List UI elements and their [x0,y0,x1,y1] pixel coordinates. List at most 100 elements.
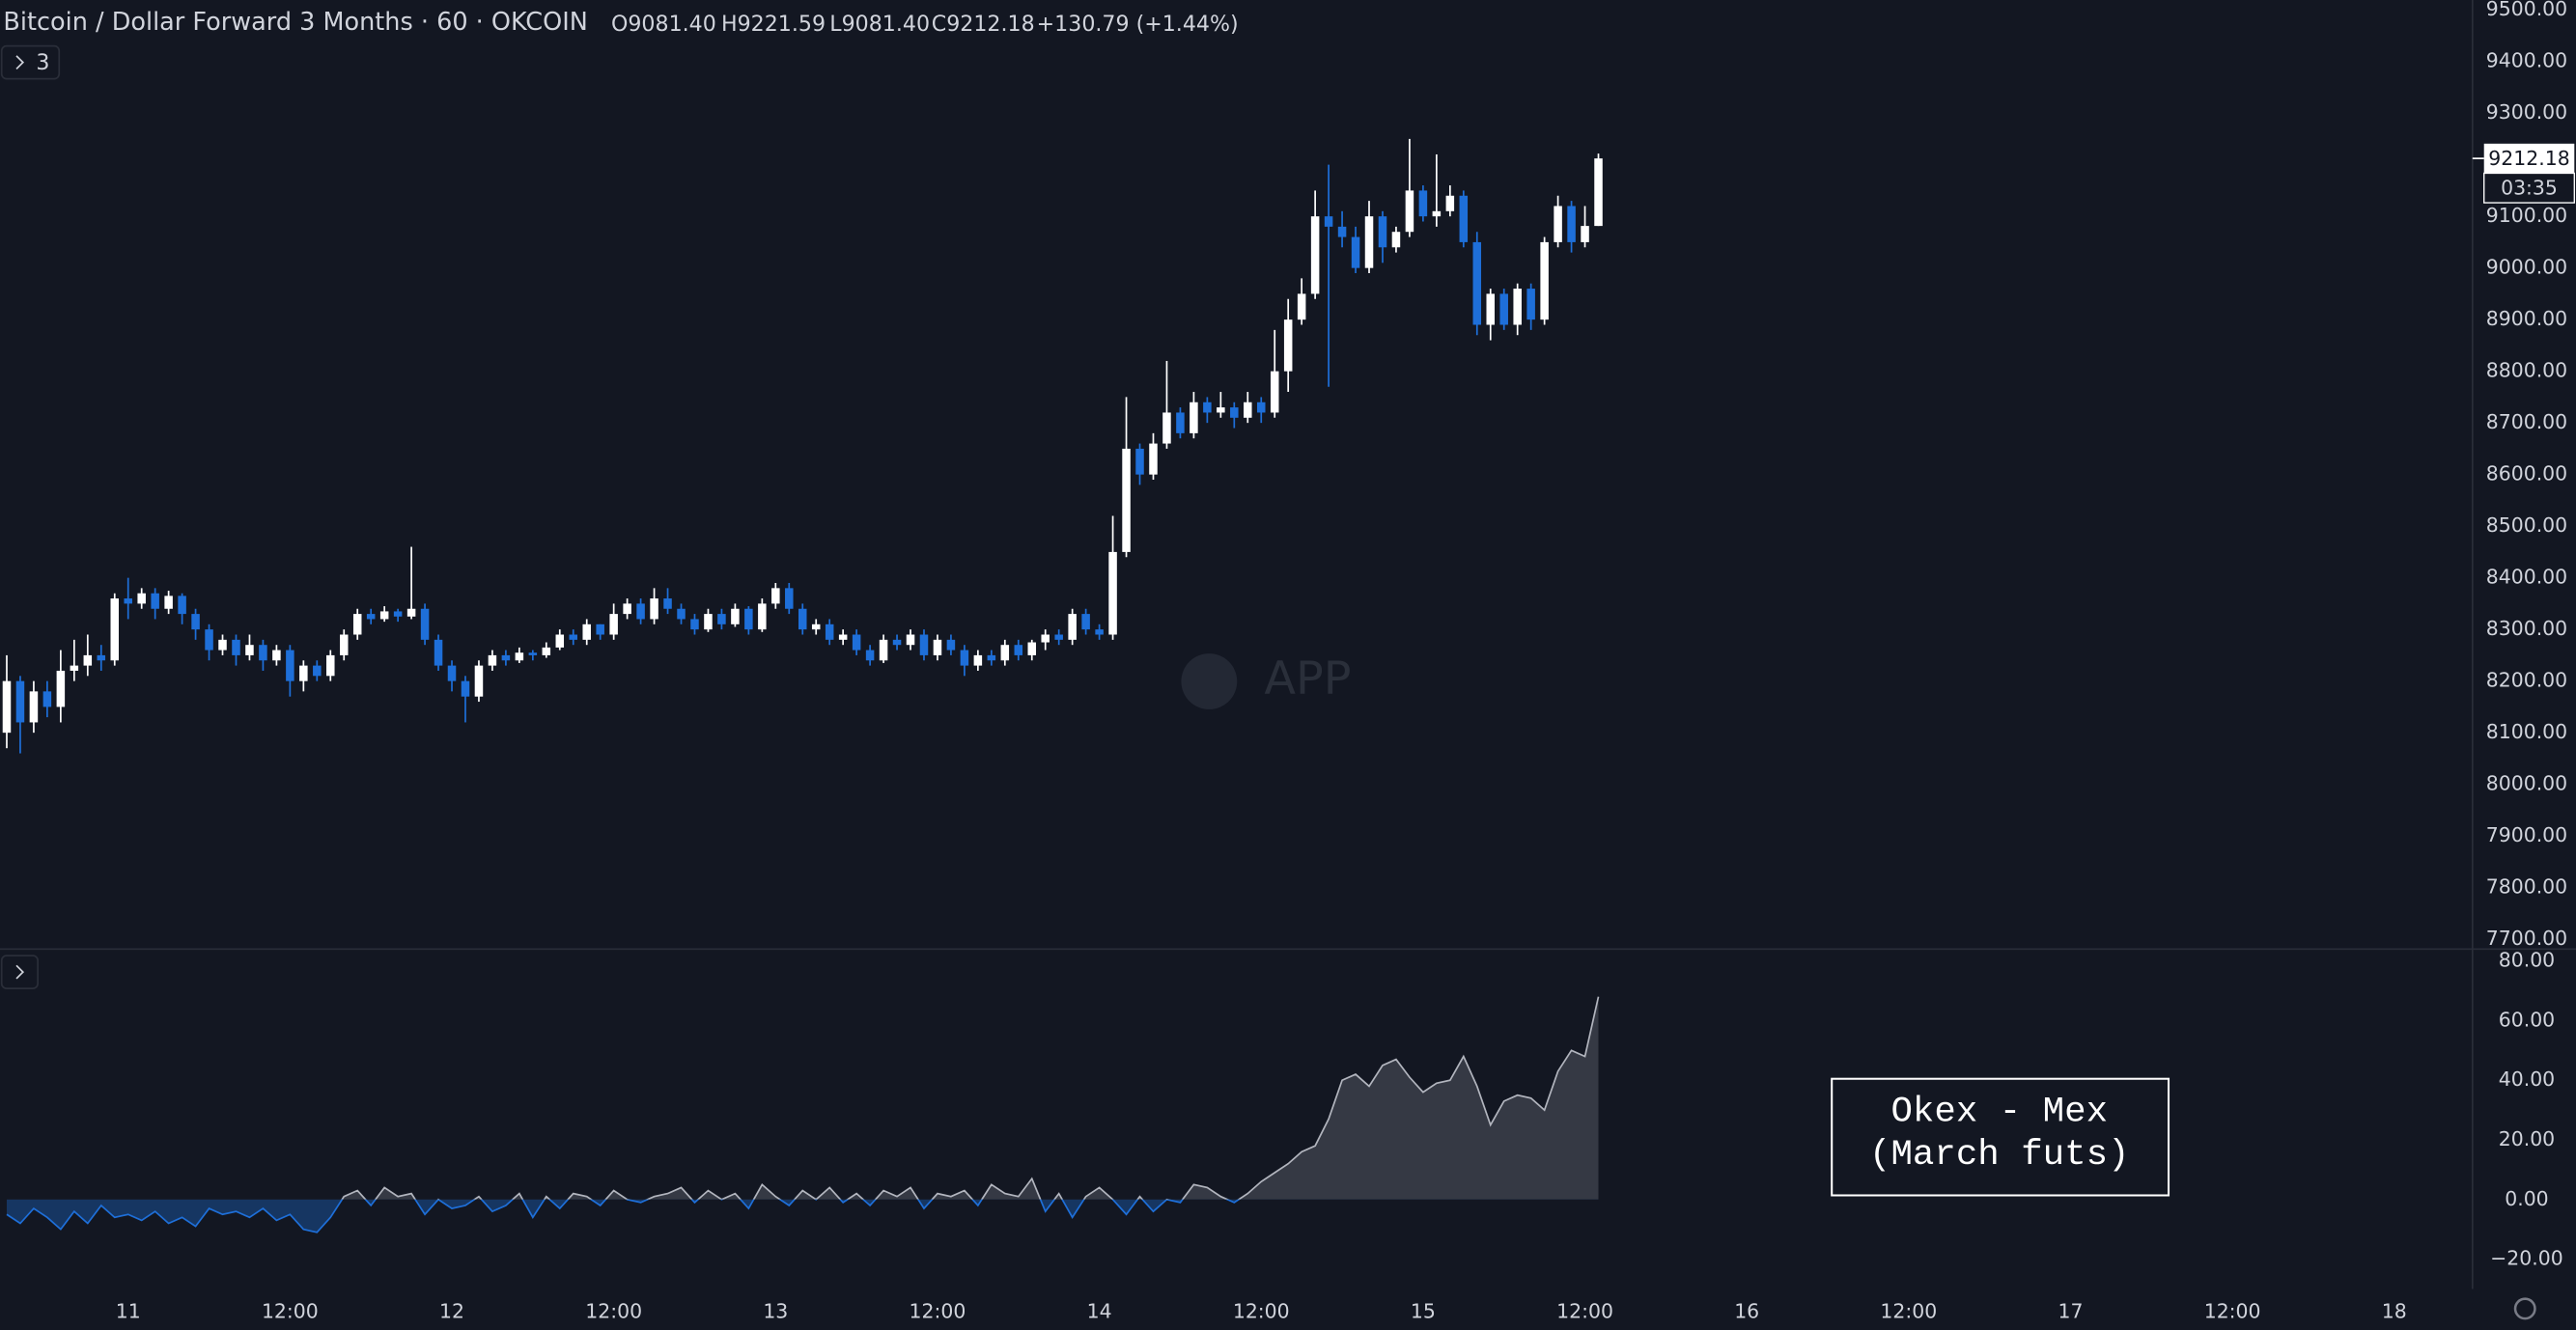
candle-body [515,652,524,661]
settings-icon[interactable] [2513,1297,2536,1320]
x-tick-label: 12 [439,1299,464,1322]
candle-body [1554,206,1562,242]
candle-body [933,639,942,655]
ohlc-change: +130.79 (+1.44%) [1037,12,1239,37]
y-tick-label: 60.00 [2499,1008,2555,1031]
candle-body [1405,190,1414,233]
candle-body [1540,241,1549,320]
candle-body [1095,629,1104,635]
candle-body [1162,412,1171,444]
toggle-box[interactable] [0,955,39,989]
y-tick-label: 8200.00 [2486,669,2567,692]
y-tick-label: 7700.00 [2486,927,2567,950]
candle-body [313,665,322,677]
toggle-box[interactable] [0,44,61,80]
candle-body [704,614,713,630]
candle-body [865,650,875,661]
candle-body [636,603,645,620]
candle-body [852,634,861,651]
area-line-positive [341,996,1600,1200]
y-tick-label: 9000.00 [2486,256,2567,279]
candle-body [191,614,200,630]
chevron [15,964,25,980]
candle-body [164,596,173,609]
x-tick-label: 12:00 [262,1299,319,1322]
candle-body [1217,407,1225,413]
candle-body [379,611,389,620]
candle-body [1472,241,1482,325]
candle-body [218,639,227,651]
candle-body [906,634,915,646]
candle-body [987,654,996,661]
candle-body [299,665,308,681]
candle-body [124,598,132,604]
area-fill-positive [6,996,1599,1200]
candle-body [1054,634,1063,640]
candle-body [1418,190,1428,217]
candle-body [1000,645,1010,661]
candle-body [798,608,807,630]
candle-body [501,654,511,661]
candle-body [29,691,39,723]
watermark: APP [1264,652,1351,706]
candle-body [623,603,631,615]
candle-body [892,639,902,646]
candle-body [919,634,929,655]
candle-body [1459,195,1469,242]
annotation-line: Okex - Mex [1890,1093,2108,1133]
candle-body [1041,634,1050,643]
y-tick-label: 8400.00 [2486,566,2567,589]
candle-body [1027,642,1037,655]
candle-body [205,629,213,651]
x-tick-label: 16 [1734,1299,1759,1322]
y-tick-label: 20.00 [2499,1127,2555,1150]
candle-body [1337,226,1347,237]
candle-body [1068,614,1077,640]
candle-body [1351,236,1360,268]
candle-body [366,614,376,620]
candle-body [1203,402,1212,413]
y-tick-label: 7900.00 [2486,823,2567,846]
candle-body [151,593,159,609]
candle-body [272,650,281,661]
candle-body [259,645,267,661]
candle-body [785,588,794,609]
x-tick-label: 12:00 [585,1299,642,1322]
candle-body [838,634,848,640]
x-tick-label: 15 [1411,1299,1436,1322]
candle-body [137,593,146,604]
ohlc-close: C9212.18 [932,12,1035,37]
candle-body [542,647,551,655]
y-tick-label: 8500.00 [2486,513,2567,537]
last-price-label: 9212.18 [2488,147,2569,170]
pane-toggle[interactable] [0,955,39,989]
candle-body [1256,402,1266,413]
candle-body [717,614,726,624]
x-tick-label: 18 [2382,1299,2407,1322]
candle-body [1190,402,1198,433]
indicator-toggle[interactable]: 3 [0,44,61,80]
y-tick-label: −20.00 [2490,1247,2563,1270]
y-tick-label: 8800.00 [2486,359,2567,382]
candle-body [447,665,457,681]
candle-body [1432,210,1442,217]
candle-body [406,608,416,617]
candle-body [1567,206,1576,242]
countdown-label: 03:35 [2501,177,2558,200]
candle-body [461,680,470,697]
y-tick-label: 40.00 [2499,1067,2555,1091]
candle-body [569,634,578,640]
x-tick-label: 13 [763,1299,788,1322]
x-tick-label: 12:00 [2204,1299,2261,1322]
candle-body [1594,158,1603,227]
x-tick-label: 14 [1087,1299,1112,1322]
candle-body [434,639,443,666]
candle-body [110,598,120,661]
candle-body [1499,293,1508,325]
candle-body [946,639,956,651]
ohlc-low: L9081.40 [829,12,930,37]
last-price-box [2483,143,2575,174]
candle-body [393,611,403,617]
candle-body [744,608,753,630]
